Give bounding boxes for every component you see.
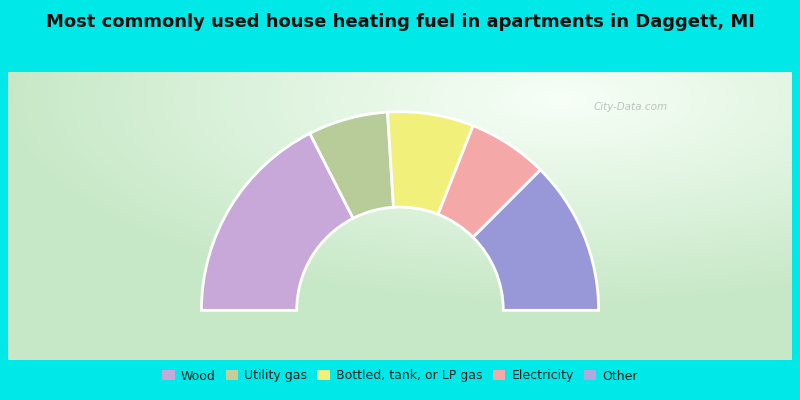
Wedge shape [202, 133, 353, 310]
Wedge shape [438, 126, 541, 237]
Wedge shape [310, 112, 394, 218]
Wedge shape [387, 112, 473, 214]
Wedge shape [473, 170, 598, 310]
Legend: Wood, Utility gas, Bottled, tank, or LP gas, Electricity, Other: Wood, Utility gas, Bottled, tank, or LP … [157, 364, 643, 388]
Text: City-Data.com: City-Data.com [594, 102, 668, 112]
Text: Most commonly used house heating fuel in apartments in Daggett, MI: Most commonly used house heating fuel in… [46, 13, 754, 31]
